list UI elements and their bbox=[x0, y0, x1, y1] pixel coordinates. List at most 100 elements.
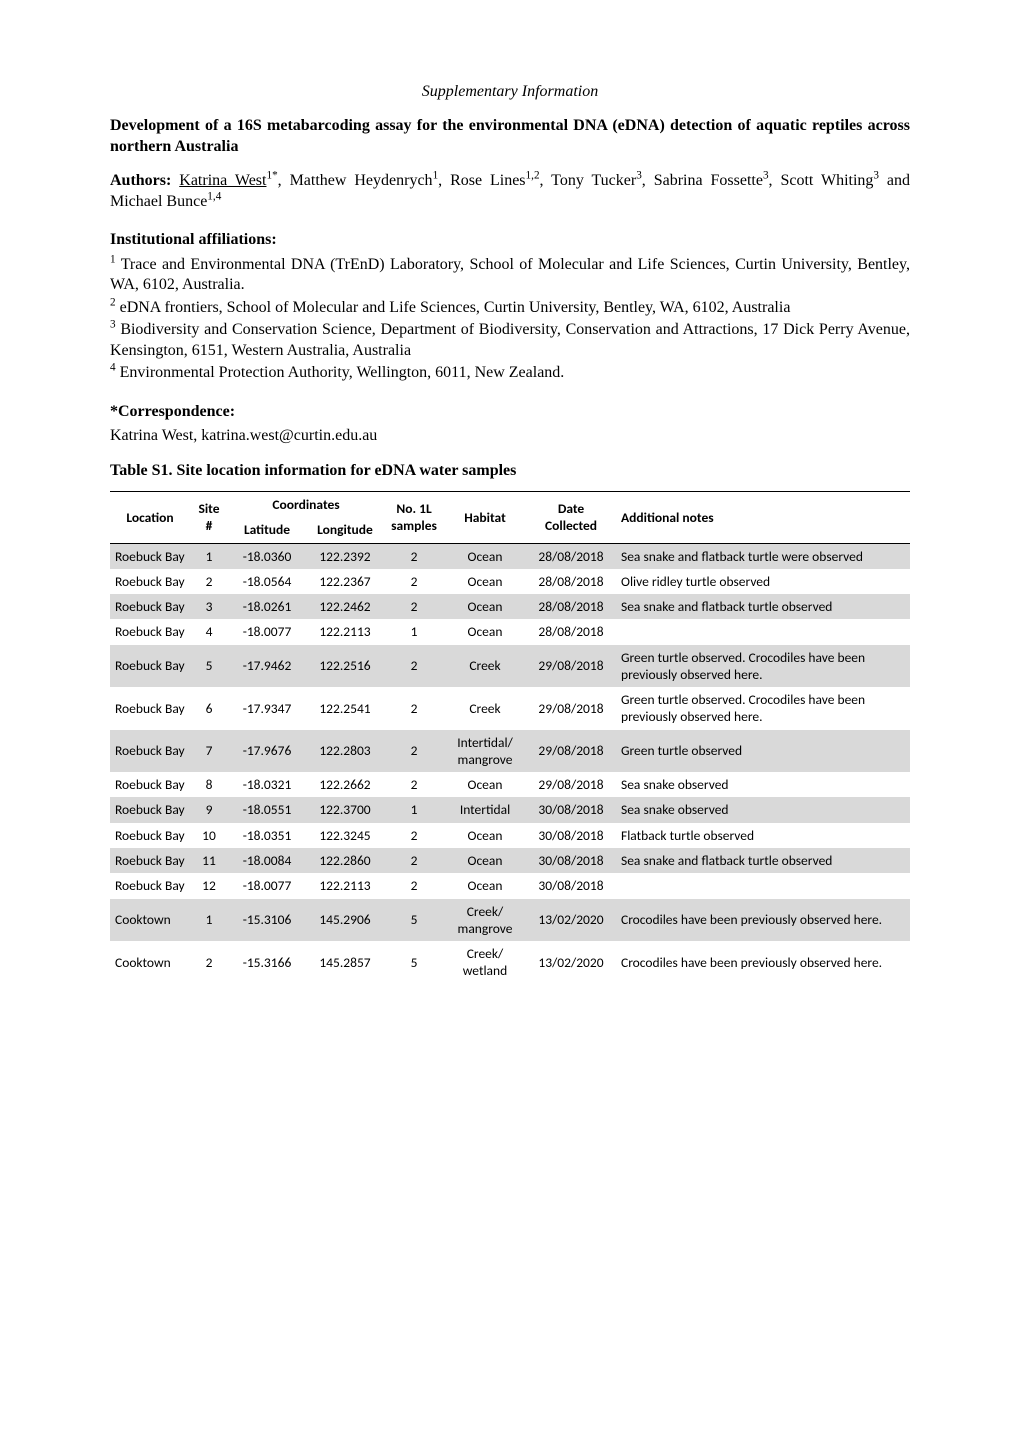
cell-notes bbox=[616, 619, 910, 644]
cell-habitat: Ocean bbox=[444, 873, 526, 898]
table-row: Roebuck Bay10-18.0351122.32452Ocean30/08… bbox=[110, 823, 910, 848]
cell-site: 7 bbox=[190, 730, 228, 773]
cell-longitude: 145.2857 bbox=[306, 941, 384, 984]
cell-location: Roebuck Bay bbox=[110, 645, 190, 688]
cell-notes: Olive ridley turtle observed bbox=[616, 569, 910, 594]
cell-notes: Crocodiles have been previously observed… bbox=[616, 941, 910, 984]
cell-notes: Sea snake and flatback turtle were obser… bbox=[616, 543, 910, 569]
cell-samples: 2 bbox=[384, 594, 444, 619]
table-row: Roebuck Bay1-18.0360122.23922Ocean28/08/… bbox=[110, 543, 910, 569]
author-3-seg: , Rose Lines bbox=[438, 172, 525, 189]
table-row: Roebuck Bay3-18.0261122.24622Ocean28/08/… bbox=[110, 594, 910, 619]
cell-location: Roebuck Bay bbox=[110, 797, 190, 822]
cell-date: 29/08/2018 bbox=[526, 687, 616, 730]
cell-site: 8 bbox=[190, 772, 228, 797]
cell-site: 3 bbox=[190, 594, 228, 619]
cell-notes: Green turtle observed bbox=[616, 730, 910, 773]
cell-location: Roebuck Bay bbox=[110, 848, 190, 873]
col-notes: Additional notes bbox=[616, 492, 910, 544]
cell-date: 28/08/2018 bbox=[526, 594, 616, 619]
col-site: Site# bbox=[190, 492, 228, 544]
authors-line: Authors: Katrina West1*, Matthew Heydenr… bbox=[110, 171, 910, 212]
table-caption: Table S1. Site location information for … bbox=[110, 461, 910, 481]
cell-location: Cooktown bbox=[110, 899, 190, 942]
col-latitude: Latitude bbox=[228, 517, 306, 543]
cell-notes: Sea snake and flatback turtle observed bbox=[616, 594, 910, 619]
cell-samples: 2 bbox=[384, 687, 444, 730]
table-body: Roebuck Bay1-18.0360122.23922Ocean28/08/… bbox=[110, 543, 910, 984]
author-7-affil: 1,4 bbox=[207, 191, 221, 203]
cell-notes: Crocodiles have been previously observed… bbox=[616, 899, 910, 942]
cell-longitude: 122.2516 bbox=[306, 645, 384, 688]
cell-longitude: 122.2113 bbox=[306, 619, 384, 644]
cell-longitude: 122.2113 bbox=[306, 873, 384, 898]
authors-label: Authors: bbox=[110, 172, 171, 189]
cell-site: 6 bbox=[190, 687, 228, 730]
supplementary-info-heading: Supplementary Information bbox=[110, 82, 910, 102]
cell-notes: Green turtle observed. Crocodiles have b… bbox=[616, 645, 910, 688]
author-3-affil: 1,2 bbox=[526, 170, 540, 182]
author-2-seg: , Matthew Heydenrych bbox=[278, 172, 433, 189]
cell-habitat: Ocean bbox=[444, 619, 526, 644]
cell-date: 30/08/2018 bbox=[526, 873, 616, 898]
cell-location: Cooktown bbox=[110, 941, 190, 984]
cell-longitude: 122.2860 bbox=[306, 848, 384, 873]
author-5-seg: , Sabrina Fossette bbox=[642, 172, 763, 189]
table-row: Roebuck Bay8-18.0321122.26622Ocean29/08/… bbox=[110, 772, 910, 797]
author-1-name: Katrina West bbox=[179, 172, 266, 189]
table-row: Roebuck Bay5-17.9462122.25162Creek29/08/… bbox=[110, 645, 910, 688]
cell-date: 30/08/2018 bbox=[526, 797, 616, 822]
correspondence-text: Katrina West, katrina.west@curtin.edu.au bbox=[110, 426, 910, 446]
cell-site: 12 bbox=[190, 873, 228, 898]
table-row: Roebuck Bay12-18.0077122.21132Ocean30/08… bbox=[110, 873, 910, 898]
cell-date: 28/08/2018 bbox=[526, 543, 616, 569]
cell-habitat: Intertidal/ mangrove bbox=[444, 730, 526, 773]
affiliation-4: 4 Environmental Protection Authority, We… bbox=[110, 363, 910, 383]
cell-samples: 2 bbox=[384, 823, 444, 848]
cell-latitude: -18.0551 bbox=[228, 797, 306, 822]
affiliation-1: 1 Trace and Environmental DNA (TrEnD) La… bbox=[110, 255, 910, 296]
cell-longitude: 122.2462 bbox=[306, 594, 384, 619]
table-row: Cooktown1-15.3106145.29065Creek/ mangrov… bbox=[110, 899, 910, 942]
cell-notes bbox=[616, 873, 910, 898]
cell-location: Roebuck Bay bbox=[110, 772, 190, 797]
table-row: Roebuck Bay6-17.9347122.25412Creek29/08/… bbox=[110, 687, 910, 730]
cell-date: 30/08/2018 bbox=[526, 848, 616, 873]
cell-site: 9 bbox=[190, 797, 228, 822]
cell-latitude: -17.9347 bbox=[228, 687, 306, 730]
cell-habitat: Creek bbox=[444, 645, 526, 688]
cell-notes: Sea snake and flatback turtle observed bbox=[616, 848, 910, 873]
cell-date: 29/08/2018 bbox=[526, 645, 616, 688]
cell-date: 29/08/2018 bbox=[526, 730, 616, 773]
col-coordinates: Coordinates bbox=[228, 492, 384, 518]
cell-habitat: Ocean bbox=[444, 823, 526, 848]
cell-date: 13/02/2020 bbox=[526, 941, 616, 984]
cell-location: Roebuck Bay bbox=[110, 823, 190, 848]
cell-longitude: 122.2803 bbox=[306, 730, 384, 773]
table-row: Roebuck Bay2-18.0564122.23672Ocean28/08/… bbox=[110, 569, 910, 594]
table-row: Roebuck Bay7-17.9676122.28032Intertidal/… bbox=[110, 730, 910, 773]
table-row: Cooktown2-15.3166145.28575Creek/ wetland… bbox=[110, 941, 910, 984]
cell-latitude: -18.0351 bbox=[228, 823, 306, 848]
cell-notes: Sea snake observed bbox=[616, 772, 910, 797]
cell-notes: Green turtle observed. Crocodiles have b… bbox=[616, 687, 910, 730]
document-title: Development of a 16S metabarcoding assay… bbox=[110, 116, 910, 157]
cell-notes: Flatback turtle observed bbox=[616, 823, 910, 848]
table-row: Roebuck Bay4-18.0077122.21131Ocean28/08/… bbox=[110, 619, 910, 644]
samples-table: Location Site# Coordinates No. 1Lsamples… bbox=[110, 491, 910, 984]
affiliation-1-text: Trace and Environmental DNA (TrEnD) Labo… bbox=[110, 256, 910, 293]
cell-habitat: Ocean bbox=[444, 848, 526, 873]
author-6-seg: , Scott Whiting bbox=[769, 172, 874, 189]
cell-site: 4 bbox=[190, 619, 228, 644]
cell-samples: 5 bbox=[384, 899, 444, 942]
cell-habitat: Creek bbox=[444, 687, 526, 730]
cell-site: 5 bbox=[190, 645, 228, 688]
cell-samples: 2 bbox=[384, 730, 444, 773]
cell-site: 10 bbox=[190, 823, 228, 848]
cell-latitude: -18.0360 bbox=[228, 543, 306, 569]
cell-habitat: Ocean bbox=[444, 594, 526, 619]
cell-latitude: -18.0261 bbox=[228, 594, 306, 619]
author-1-affil: 1* bbox=[266, 170, 277, 182]
cell-habitat: Ocean bbox=[444, 772, 526, 797]
cell-latitude: -18.0077 bbox=[228, 619, 306, 644]
